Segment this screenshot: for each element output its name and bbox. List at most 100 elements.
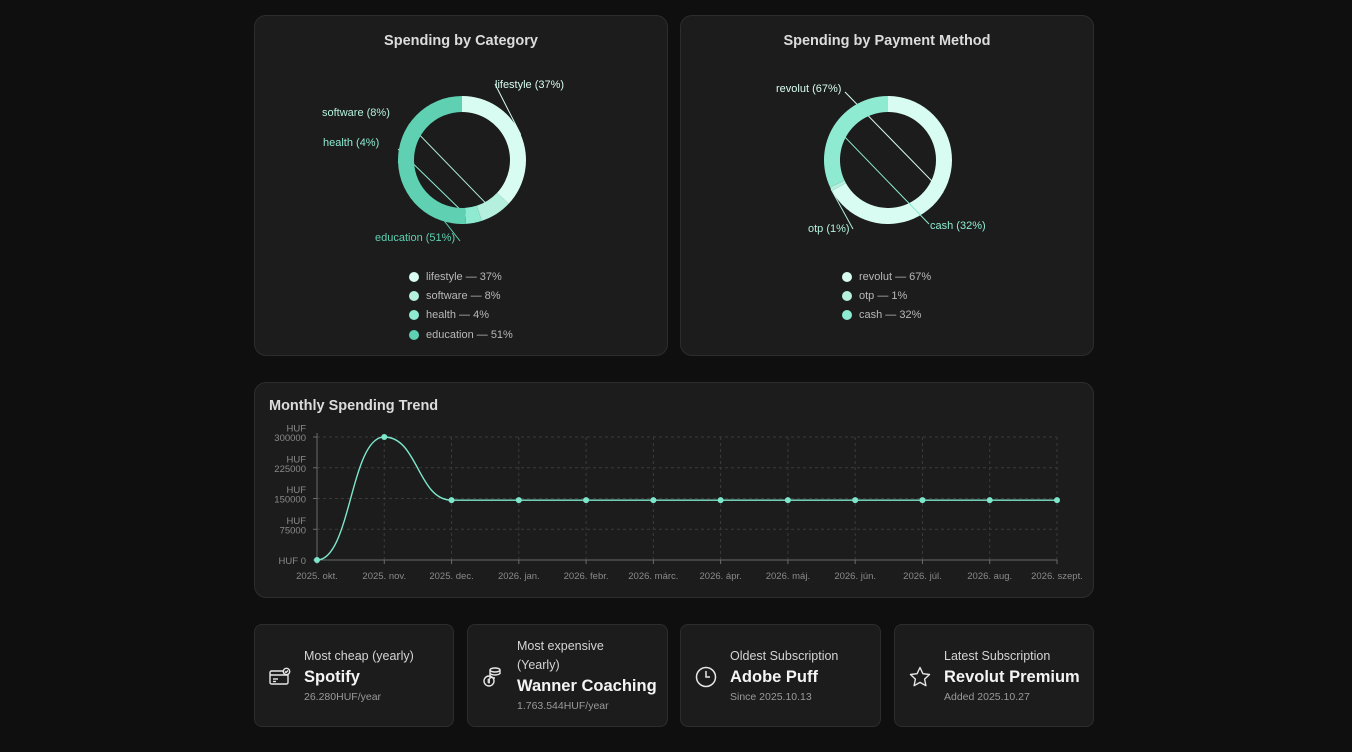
legend-item-software[interactable]: software — 8% bbox=[409, 286, 513, 305]
stat-label: Most cheap (yearly) bbox=[304, 648, 414, 663]
legend-swatch bbox=[409, 310, 419, 321]
legend-swatch bbox=[409, 329, 419, 340]
y-tick-label: HUF 225000 bbox=[274, 454, 306, 475]
stat-card-most-cheap[interactable]: Most cheap (yearly) Spotify 26.280HUF/ye… bbox=[254, 624, 454, 727]
trend-point-3[interactable] bbox=[515, 497, 522, 504]
stat-sub: Since 2025.10.13 bbox=[730, 690, 812, 703]
trend-chart-title: Monthly Spending Trend bbox=[269, 398, 439, 414]
trend-point-0[interactable] bbox=[314, 557, 320, 563]
y-tick-label: HUF 300000 bbox=[274, 424, 306, 445]
x-tick-label: 2026. máj. bbox=[766, 571, 810, 582]
trend-point-2[interactable] bbox=[448, 497, 455, 504]
legend-label: revolut — 67% bbox=[859, 270, 932, 283]
x-tick-label: 2026. márc. bbox=[628, 571, 678, 582]
trend-point-4[interactable] bbox=[583, 497, 590, 504]
legend-label: education — 51% bbox=[426, 328, 513, 341]
payment-chart-card: Spending by Payment Method revolut (67%)… bbox=[680, 15, 1094, 356]
y-tick-label: HUF 75000 bbox=[280, 516, 307, 537]
stat-value: Wanner Coaching bbox=[517, 677, 657, 695]
legend-label: otp — 1% bbox=[859, 289, 908, 302]
donut-slice-lifestyle[interactable] bbox=[462, 96, 526, 204]
x-tick-label: 2026. febr. bbox=[564, 571, 609, 582]
trend-point-10[interactable] bbox=[986, 497, 993, 504]
x-tick-label: 2025. okt. bbox=[296, 571, 338, 582]
x-tick-label: 2026. jan. bbox=[498, 571, 540, 582]
x-tick-label: 2025. nov. bbox=[362, 571, 406, 582]
slice-label-health: health (4%) bbox=[323, 137, 379, 149]
coins-icon bbox=[483, 667, 501, 687]
x-tick-label: 2026. szept. bbox=[1031, 571, 1083, 582]
legend-swatch bbox=[409, 290, 419, 301]
donut-slice-cash[interactable] bbox=[824, 96, 888, 188]
trend-point-11[interactable] bbox=[1054, 497, 1060, 504]
stat-card-oldest[interactable]: Oldest Subscription Adobe Puff Since 202… bbox=[680, 624, 881, 727]
x-tick-label: 2026. aug. bbox=[967, 571, 1012, 582]
legend-item-otp[interactable]: otp — 1% bbox=[842, 286, 931, 305]
legend-item-cash[interactable]: cash — 32% bbox=[842, 306, 931, 325]
trend-point-7[interactable] bbox=[784, 497, 791, 504]
stat-label: Latest Subscription bbox=[944, 648, 1051, 663]
stat-card-most-expensive[interactable]: Most expensive (Yearly) Wanner Coaching … bbox=[467, 624, 668, 727]
leader-line bbox=[408, 123, 497, 215]
legend-item-lifestyle[interactable]: lifestyle — 37% bbox=[409, 267, 513, 286]
category-chart-card: Spending by Category lifestyle (37%) soft… bbox=[254, 15, 668, 356]
x-tick-label: 2026. júl. bbox=[903, 571, 942, 582]
payment-chart-title: Spending by Payment Method bbox=[783, 33, 991, 49]
y-tick-label: HUF 150000 bbox=[274, 485, 306, 506]
donut-slice-health[interactable] bbox=[465, 205, 482, 224]
x-tick-label: 2026. ápr. bbox=[700, 571, 742, 582]
stat-sub: 1.763.544HUF/year bbox=[517, 700, 609, 712]
legend-label: software — 8% bbox=[426, 289, 501, 302]
trend-line-chart: HUF 0 HUF 75000 HUF 150000 HUF 225000 HUF 300000… bbox=[274, 424, 1083, 583]
trend-point-9[interactable] bbox=[919, 497, 926, 504]
legend-swatch bbox=[409, 271, 419, 282]
slice-label-lifestyle: lifestyle (37%) bbox=[495, 79, 564, 91]
stat-text: Oldest Subscription Adobe Puff Since 202… bbox=[730, 625, 872, 726]
y-tick-label: HUF 0 bbox=[279, 556, 306, 567]
trend-point-1[interactable] bbox=[381, 434, 388, 440]
payment-donut-chart: revolut (67%) otp (1%) cash (32%) bbox=[776, 83, 986, 235]
slice-label-cash: cash (32%) bbox=[930, 220, 986, 232]
stat-text: Latest Subscription Revolut Premium Adde… bbox=[944, 625, 1085, 726]
trend-point-5[interactable] bbox=[650, 497, 657, 504]
category-legend: lifestyle — 37% software — 8% health — 4… bbox=[409, 267, 513, 344]
legend-item-education[interactable]: education — 51% bbox=[409, 325, 513, 344]
donut-slice-education[interactable] bbox=[398, 96, 467, 224]
legend-label: lifestyle — 37% bbox=[426, 270, 502, 283]
stat-text: Most cheap (yearly) Spotify 26.280HUF/ye… bbox=[304, 625, 445, 726]
trend-point-6[interactable] bbox=[717, 497, 724, 504]
stat-label: Oldest Subscription bbox=[730, 648, 839, 663]
legend-label: health — 4% bbox=[426, 309, 489, 322]
donut-slice-software[interactable] bbox=[476, 192, 509, 221]
stat-value: Spotify bbox=[304, 667, 360, 686]
stat-text: Most expensive (Yearly) Wanner Coaching … bbox=[517, 625, 659, 726]
category-donut-chart: lifestyle (37%) software (8%) health (4%) e… bbox=[322, 79, 564, 244]
slice-label-education: education (51%) bbox=[375, 232, 455, 244]
legend-item-revolut[interactable]: revolut — 67% bbox=[842, 267, 931, 286]
x-tick-label: 2026. jún. bbox=[834, 571, 876, 582]
x-tick-label: 2025. dec. bbox=[429, 571, 473, 582]
legend-label: cash — 32% bbox=[859, 309, 922, 322]
slice-label-software: software (8%) bbox=[322, 107, 390, 119]
stat-label: Most expensive (Yearly) bbox=[517, 639, 604, 672]
legend-item-health[interactable]: health — 4% bbox=[409, 306, 513, 325]
donut-slice-otp[interactable] bbox=[830, 180, 846, 191]
stat-card-latest[interactable]: Latest Subscription Revolut Premium Adde… bbox=[894, 624, 1094, 727]
leader-line bbox=[397, 161, 461, 242]
trend-point-8[interactable] bbox=[852, 497, 859, 504]
clock-icon bbox=[695, 666, 717, 688]
leader-line bbox=[833, 125, 930, 225]
slice-label-otp: otp (1%) bbox=[808, 223, 850, 235]
legend-swatch bbox=[842, 310, 852, 321]
stat-value: Adobe Puff bbox=[730, 667, 818, 686]
legend-swatch bbox=[842, 271, 852, 282]
payment-legend: revolut — 67% otp — 1% cash — 32% bbox=[842, 267, 931, 325]
trend-chart-card: Monthly Spending Trend HUF 0 HUF 75000 HUF 1… bbox=[254, 382, 1094, 598]
slice-label-revolut: revolut (67%) bbox=[776, 83, 841, 95]
stat-value: Revolut Premium bbox=[944, 667, 1080, 686]
stat-sub: 26.280HUF/year bbox=[304, 690, 382, 703]
legend-swatch bbox=[842, 290, 852, 301]
category-chart-title: Spending by Category bbox=[384, 33, 538, 49]
star-icon bbox=[909, 666, 931, 687]
stat-sub: Added 2025.10.27 bbox=[944, 690, 1030, 703]
